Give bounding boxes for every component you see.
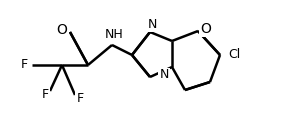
Text: F: F <box>41 88 48 100</box>
Text: F: F <box>20 59 28 72</box>
Text: N: N <box>159 68 169 82</box>
Text: F: F <box>77 91 84 105</box>
Text: N: N <box>147 18 157 30</box>
Text: NH: NH <box>105 28 123 42</box>
Text: O: O <box>201 22 211 36</box>
Text: O: O <box>57 23 68 37</box>
Text: Cl: Cl <box>228 49 240 61</box>
